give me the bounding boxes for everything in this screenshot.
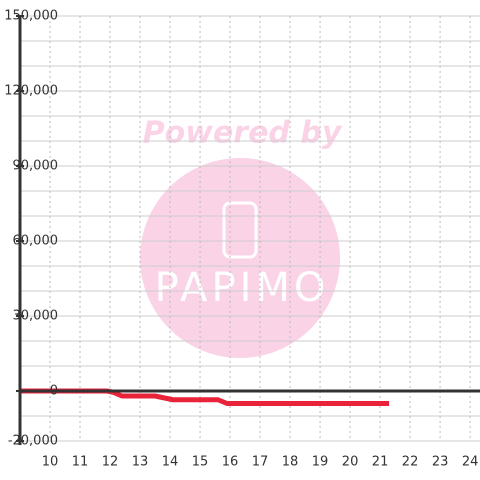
grid xyxy=(20,15,480,442)
watermark-icon xyxy=(222,201,258,259)
x-tick-label: 13 xyxy=(132,455,149,470)
x-tick-label: 19 xyxy=(312,455,329,470)
y-tick-label: -20,000 xyxy=(8,434,58,449)
x-tick-label: 20 xyxy=(342,455,359,470)
x-tick-label: 14 xyxy=(162,455,179,470)
x-tick-label: 15 xyxy=(192,455,209,470)
y-tick-label: 60,000 xyxy=(13,234,59,249)
x-tick-label: 12 xyxy=(102,455,119,470)
y-tick-label: 120,000 xyxy=(4,84,58,99)
x-tick-label: 10 xyxy=(42,455,59,470)
x-tick-label: 22 xyxy=(402,455,419,470)
y-tick-label: 90,000 xyxy=(13,159,59,174)
watermark-text: Powered by xyxy=(143,116,343,151)
x-tick-label: 18 xyxy=(282,455,299,470)
x-tick-label: 11 xyxy=(72,455,89,470)
x-tick-label: 23 xyxy=(432,455,449,470)
y-tick-label: 150,000 xyxy=(4,9,58,24)
x-tick-label: 21 xyxy=(372,455,389,470)
x-tick-label: 17 xyxy=(252,455,269,470)
data-line xyxy=(20,388,390,406)
x-tick-label: 16 xyxy=(222,455,239,470)
plot xyxy=(20,388,390,406)
y-tick-label: 30,000 xyxy=(13,309,59,324)
watermark-logo: PAPIMO xyxy=(155,265,330,311)
x-tick-label: 24 xyxy=(462,455,479,470)
